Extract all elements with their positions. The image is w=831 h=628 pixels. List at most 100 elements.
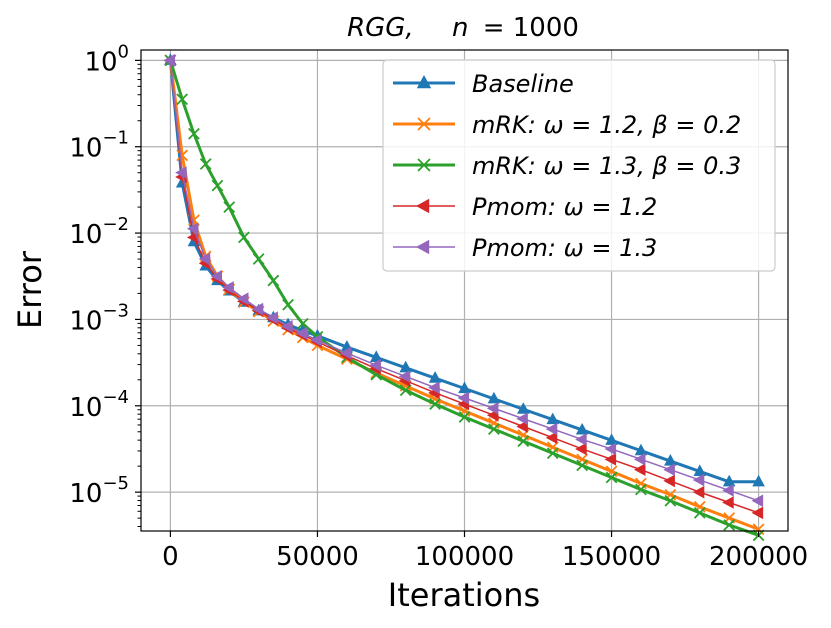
data-point — [722, 484, 734, 497]
data-point — [281, 320, 293, 333]
x-axis-label: Iterations — [388, 576, 540, 614]
data-point — [634, 443, 648, 456]
data-point — [416, 75, 432, 89]
data-point — [604, 453, 617, 466]
data-point — [267, 274, 280, 287]
x-tick-label: 0 — [162, 542, 179, 572]
data-point — [211, 179, 224, 192]
data-point — [282, 298, 294, 311]
data-point — [399, 384, 412, 397]
data-point — [458, 381, 471, 394]
series-layer — [163, 53, 765, 542]
data-point — [545, 422, 558, 436]
x-tick-label: 200000 — [709, 542, 808, 572]
data-point — [752, 474, 765, 487]
data-point — [604, 442, 617, 456]
data-point — [605, 471, 618, 484]
data-point — [605, 433, 618, 445]
data-point — [693, 464, 707, 476]
data-point — [517, 435, 530, 448]
data-point — [664, 494, 677, 507]
data-point — [175, 166, 187, 179]
legend: Baseline mRK: ω = 1.2, β = 0.2 mRK: ω = 1.… — [382, 59, 776, 272]
title-value: = 1000 — [483, 13, 579, 43]
ticks: 0 50000 100000 150000 200000 100 10−1 10−2 10−3 1… — [69, 41, 808, 572]
data-point — [575, 433, 587, 446]
data-point — [692, 473, 705, 487]
data-point — [722, 496, 734, 509]
title-graph-name: RGG, — [347, 13, 414, 43]
data-point — [416, 198, 430, 214]
data-point — [188, 127, 200, 140]
data-point — [310, 333, 323, 347]
data-point — [633, 453, 646, 466]
x-tick-label: 50000 — [276, 542, 359, 572]
data-point — [417, 117, 431, 131]
data-point — [176, 93, 189, 106]
legend-label: mRK: ω = 1.2, β = 0.2 — [472, 111, 741, 139]
data-point — [545, 431, 558, 445]
data-point — [296, 317, 309, 330]
legend-label: Pmom: ω = 1.2 — [472, 193, 657, 221]
data-point — [369, 350, 383, 362]
data-point — [458, 411, 471, 423]
data-point — [516, 412, 528, 426]
data-point — [238, 231, 250, 244]
legend-entry: mRK: ω = 1.3, β = 0.3 — [393, 152, 741, 180]
data-point — [457, 391, 470, 405]
data-point — [517, 402, 530, 414]
legend-label: Pmom: ω = 1.3 — [472, 234, 657, 262]
data-point — [635, 483, 647, 496]
data-point — [266, 311, 278, 325]
data-point — [417, 158, 431, 172]
data-point — [295, 326, 308, 340]
data-point — [163, 54, 175, 67]
data-point — [663, 463, 675, 476]
legend-entry: mRK: ω = 1.2, β = 0.2 — [393, 111, 741, 139]
data-point — [236, 292, 249, 306]
y-tick-label: 10−1 — [69, 128, 129, 164]
data-point — [751, 494, 764, 508]
data-point — [723, 519, 736, 531]
data-point — [416, 239, 430, 255]
data-point — [186, 222, 199, 236]
data-point — [251, 302, 264, 316]
y-tick-label: 100 — [84, 41, 129, 77]
data-point — [663, 474, 675, 488]
data-point — [428, 381, 440, 394]
legend-label: mRK: ω = 1.3, β = 0.3 — [472, 152, 741, 180]
data-point — [199, 158, 212, 170]
data-point — [176, 149, 189, 162]
y-tick-label: 10−5 — [69, 473, 129, 509]
data-point — [693, 506, 706, 519]
y-axis-label: Error — [11, 250, 49, 329]
y-tick-label: 10−2 — [69, 214, 129, 250]
data-point — [575, 442, 587, 456]
data-point — [633, 463, 646, 476]
series-2 — [164, 54, 765, 542]
series-4 — [163, 54, 764, 508]
legend-box — [382, 59, 776, 272]
title-param: n — [452, 13, 468, 43]
x-tick-label: 150000 — [562, 542, 661, 572]
legend-entry: Pmom: ω = 1.2 — [393, 193, 657, 221]
chart-title: RGG, n = 1000 — [347, 13, 579, 43]
data-point — [722, 474, 736, 487]
data-point — [198, 252, 211, 266]
data-point — [751, 506, 764, 520]
data-point — [664, 454, 677, 466]
data-point — [576, 459, 589, 472]
data-point — [369, 358, 381, 372]
legend-label: Baseline — [472, 70, 574, 98]
data-point — [339, 346, 352, 360]
data-point — [222, 281, 234, 294]
data-point — [487, 391, 501, 404]
data-point — [692, 485, 705, 499]
data-point — [223, 201, 236, 214]
data-point — [252, 253, 265, 265]
data-point — [428, 371, 442, 383]
data-point — [429, 398, 441, 410]
data-point — [546, 447, 559, 460]
data-point — [399, 360, 412, 373]
